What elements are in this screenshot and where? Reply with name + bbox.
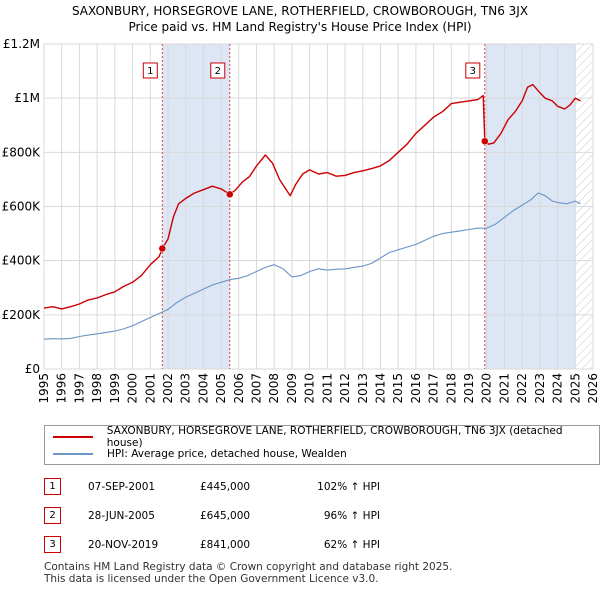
y-tick-label: £1M <box>14 91 40 105</box>
chart-title: SAXONBURY, HORSEGROVE LANE, ROTHERFIELD,… <box>71 4 529 18</box>
y-tick-label: £400K <box>2 254 42 268</box>
x-tick-label: 2015 <box>391 373 405 404</box>
hpi-line <box>43 192 581 340</box>
x-tick-label: 2010 <box>303 373 317 404</box>
x-tick-label: 2003 <box>179 373 193 404</box>
x-tick-label: 2020 <box>480 373 494 404</box>
x-tick-label: 2024 <box>551 373 565 404</box>
sale-badge: 3 <box>44 536 61 553</box>
sale-date: 07-SEP-2001 <box>88 480 156 493</box>
y-tick-label: £200K <box>2 308 42 322</box>
x-tick-label: 2008 <box>267 373 281 404</box>
legend-hpi-swatch <box>53 453 93 455</box>
sale-hpi-change: 62% ↑ HPI <box>323 538 380 551</box>
sale-point <box>158 244 167 253</box>
legend-property-swatch <box>53 436 93 438</box>
x-tick-label: 2026 <box>586 373 600 404</box>
x-tick-label: 2017 <box>427 373 441 404</box>
sale-label-box <box>465 62 481 79</box>
x-tick-label: 2021 <box>497 373 511 404</box>
x-tick-label: 1995 <box>37 373 51 404</box>
x-tick-label: 2014 <box>373 373 387 404</box>
sale-price: £841,000 <box>200 538 251 551</box>
y-tick-label: £0 <box>25 362 40 376</box>
footer-copyright: Contains HM Land Registry data © Crown c… <box>44 561 453 573</box>
x-tick-label: 2016 <box>409 373 423 404</box>
x-tick-label: 2019 <box>462 373 476 404</box>
table-row: 2 28-JUN-2005 £645,000 96% ↑ HPI <box>44 501 380 530</box>
legend-property-label: SAXONBURY, HORSEGROVE LANE, ROTHERFIELD,… <box>106 425 563 449</box>
chart-subtitle: Price paid vs. HM Land Registry's House … <box>128 20 472 34</box>
y-tick-label: £800K <box>2 145 42 159</box>
sale-label-number: 1 <box>147 66 153 77</box>
sale-price: £445,000 <box>200 480 251 493</box>
x-tick-label: 2000 <box>126 373 140 404</box>
x-tick-label: 1999 <box>108 373 122 404</box>
x-tick-label: 1996 <box>55 373 69 404</box>
x-tick-label: 2013 <box>356 373 370 404</box>
sale-date: 28-JUN-2005 <box>88 509 155 522</box>
x-tick-label: 2022 <box>515 373 529 404</box>
x-tick-label: 2012 <box>338 373 352 404</box>
y-tick-label: £600K <box>2 200 42 214</box>
footer-license: This data is licensed under the Open Gov… <box>44 573 379 585</box>
legend-hpi-label: HPI: Average price, detached house, Weal… <box>107 448 347 460</box>
x-tick-label: 2018 <box>444 373 458 404</box>
legend-item-hpi: HPI: Average price, detached house, Weal… <box>53 446 347 462</box>
sale-label-box <box>142 62 158 79</box>
legend: SAXONBURY, HORSEGROVE LANE, ROTHERFIELD,… <box>44 425 600 465</box>
sale-hpi-change: 96% ↑ HPI <box>323 509 380 522</box>
x-tick-label: 2005 <box>214 373 228 404</box>
sale-date: 20-NOV-2019 <box>88 538 159 551</box>
x-tick-label: 2009 <box>285 373 299 404</box>
table-row: 1 07-SEP-2001 £445,000 102% ↑ HPI <box>44 472 380 501</box>
x-tick-label: 2002 <box>161 373 175 404</box>
x-tick-label: 1998 <box>90 373 104 404</box>
sale-price: £645,000 <box>200 509 251 522</box>
footer: Contains HM Land Registry data © Crown c… <box>44 561 452 585</box>
sale-hpi-change: 102% ↑ HPI <box>317 480 380 493</box>
x-tick-label: 2023 <box>533 373 547 404</box>
x-tick-label: 2004 <box>196 373 210 404</box>
x-tick-label: 2001 <box>143 373 157 404</box>
legend-item-property: SAXONBURY, HORSEGROVE LANE, ROTHERFIELD,… <box>53 425 599 449</box>
sale-label-box <box>210 62 226 79</box>
sale-point <box>481 137 489 145</box>
sales-table: 1 07-SEP-2001 £445,000 102% ↑ HPI 2 28-J… <box>44 472 380 559</box>
property-price-line <box>43 83 581 310</box>
price-chart: 1 2 3 £0 £200K £400K £600K £800K £1M £1.2M 1995 19… <box>2 37 600 404</box>
sale-label-number: 3 <box>470 66 476 77</box>
x-tick-label: 1997 <box>72 373 86 404</box>
x-tick-label: 2006 <box>232 373 246 404</box>
x-tick-label: 2025 <box>568 373 582 404</box>
sale-badge: 1 <box>44 478 61 495</box>
x-tick-label: 2007 <box>250 373 264 404</box>
table-row: 3 20-NOV-2019 £841,000 62% ↑ HPI <box>44 530 380 559</box>
x-tick-label: 2011 <box>320 373 334 404</box>
sale-badge: 2 <box>44 507 61 524</box>
y-tick-label: £1.2M <box>3 37 40 51</box>
sale-point <box>226 190 234 199</box>
sale-label-number: 2 <box>215 66 221 77</box>
